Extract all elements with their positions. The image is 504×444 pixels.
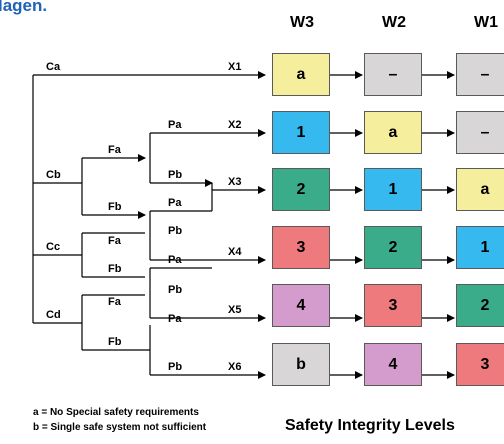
level-cell-w1-row4: 1 xyxy=(456,226,504,269)
label-x6: X6 xyxy=(228,361,241,373)
column-header-w3: W3 xyxy=(290,14,314,31)
level-cell-w3-row2: 1 xyxy=(272,111,330,154)
label-pa-4: Pa xyxy=(168,313,182,325)
page-title: lagen. xyxy=(0,0,48,15)
level-cell-w3-row4: 3 xyxy=(272,226,330,269)
level-cell-w2-row4: 2 xyxy=(364,226,422,269)
label-fb-2: Fb xyxy=(108,263,122,275)
label-cb: Cb xyxy=(46,169,61,181)
level-cell-w3-row5: 4 xyxy=(272,284,330,327)
legend-line-b: b = Single safe system not sufficient xyxy=(33,422,207,433)
label-pb-1: Pb xyxy=(168,169,182,181)
level-cell-w2-row5: 3 xyxy=(364,284,422,327)
label-pb-3: Pb xyxy=(168,284,182,296)
label-pb-2: Pb xyxy=(168,225,182,237)
level-cell-w2-row6: 4 xyxy=(364,343,422,386)
label-pb-4: Pb xyxy=(168,361,182,373)
label-x3: X3 xyxy=(228,176,241,188)
label-fa-2: Fa xyxy=(108,235,122,247)
level-cell-w2-row1: – xyxy=(364,53,422,96)
level-cell-w1-row1: – xyxy=(456,53,504,96)
level-cell-w3-row3: 2 xyxy=(272,168,330,211)
column-header-w2: W2 xyxy=(382,14,406,31)
label-x2: X2 xyxy=(228,119,241,131)
label-pa-3: Pa xyxy=(168,254,182,266)
label-fa-3: Fa xyxy=(108,296,122,308)
label-fa-1: Fa xyxy=(108,144,122,156)
label-fb-3: Fb xyxy=(108,336,122,348)
level-cell-w1-row2: – xyxy=(456,111,504,154)
level-cell-w2-row3: 1 xyxy=(364,168,422,211)
column-arrows xyxy=(330,71,455,379)
level-cell-w1-row3: a xyxy=(456,168,504,211)
column-header-w1: W1 xyxy=(474,14,498,31)
label-x4: X4 xyxy=(228,246,242,258)
label-fb-1: Fb xyxy=(108,201,122,213)
level-cell-w1-row5: 2 xyxy=(456,284,504,327)
label-x1: X1 xyxy=(228,61,241,73)
label-x5: X5 xyxy=(228,304,241,316)
caption: Safety Integrity Levels xyxy=(285,417,455,434)
level-cell-w3-row6: b xyxy=(272,343,330,386)
level-cell-w1-row6: 3 xyxy=(456,343,504,386)
label-cd: Cd xyxy=(46,309,61,321)
level-cell-w2-row2: a xyxy=(364,111,422,154)
legend-line-a: a = No Special safety requirements xyxy=(33,407,199,418)
label-pa-1: Pa xyxy=(168,119,182,131)
label-pa-2: Pa xyxy=(168,197,182,209)
label-ca: Ca xyxy=(46,61,61,73)
level-cell-w3-row1: a xyxy=(272,53,330,96)
label-cc: Cc xyxy=(46,241,60,253)
